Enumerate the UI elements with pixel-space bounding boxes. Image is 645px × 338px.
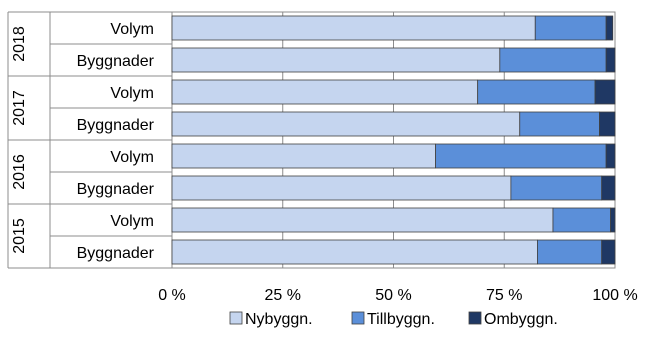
bar-2016-byggnader-nybyggn — [171, 175, 512, 201]
legend-label: Tillbyggn. — [367, 311, 435, 328]
category-label: Volym — [110, 149, 154, 166]
bar-2018-volym-nybyggn — [171, 15, 536, 41]
bar-2017-byggnader-nybyggn — [171, 111, 521, 137]
category-label: Byggnader — [77, 181, 155, 198]
bar-2015-byggnader-tillbyggn — [537, 239, 603, 265]
bar-2015-byggnader-nybyggn — [171, 239, 538, 265]
bar-2018-volym-ombyggn — [605, 15, 614, 41]
bar-2017-byggnader-ombyggn — [599, 111, 616, 137]
group-label: 2018 — [11, 26, 28, 62]
x-tick-label: 25 % — [265, 287, 301, 304]
x-tick-label: 0 % — [158, 287, 186, 304]
bar-2016-volym-tillbyggn — [435, 143, 607, 169]
category-label: Byggnader — [77, 117, 155, 134]
bar-2015-volym-tillbyggn — [552, 207, 611, 233]
bar-2018-volym-tillbyggn — [534, 15, 607, 41]
x-tick-label: 100 % — [592, 287, 637, 304]
bar-2017-volym-tillbyggn — [477, 79, 596, 105]
bar-2016-byggnader-tillbyggn — [510, 175, 603, 201]
category-label: Volym — [110, 213, 154, 230]
x-tick-label: 50 % — [375, 287, 411, 304]
bar-2017-byggnader-tillbyggn — [519, 111, 600, 137]
legend-swatch-ombyggn — [468, 311, 482, 325]
bar-2018-byggnader-tillbyggn — [499, 47, 607, 73]
bar-2017-volym-ombyggn — [594, 79, 616, 105]
category-label: Byggnader — [77, 53, 155, 70]
x-tick-label: 75 % — [486, 287, 522, 304]
bar-2015-byggnader-ombyggn — [601, 239, 616, 265]
bar-2017-volym-nybyggn — [171, 79, 479, 105]
legend-swatch-tillbyggn — [351, 311, 365, 325]
category-label: Volym — [110, 85, 154, 102]
group-label: 2017 — [11, 90, 28, 126]
bar-2015-volym-nybyggn — [171, 207, 554, 233]
bar-2016-volym-ombyggn — [605, 143, 616, 169]
category-label: Volym — [110, 21, 154, 38]
bar-2016-byggnader-ombyggn — [601, 175, 616, 201]
group-label: 2015 — [11, 218, 28, 254]
bar-2015-volym-ombyggn — [610, 207, 616, 233]
bar-2018-byggnader-ombyggn — [605, 47, 616, 73]
group-label: 2016 — [11, 154, 28, 190]
legend-label: Ombyggn. — [484, 311, 558, 328]
bar-2018-byggnader-nybyggn — [171, 47, 501, 73]
category-label: Byggnader — [77, 245, 155, 262]
bar-2016-volym-nybyggn — [171, 143, 436, 169]
legend-swatch-nybyggn — [229, 311, 243, 325]
legend-label: Nybyggn. — [245, 311, 313, 328]
